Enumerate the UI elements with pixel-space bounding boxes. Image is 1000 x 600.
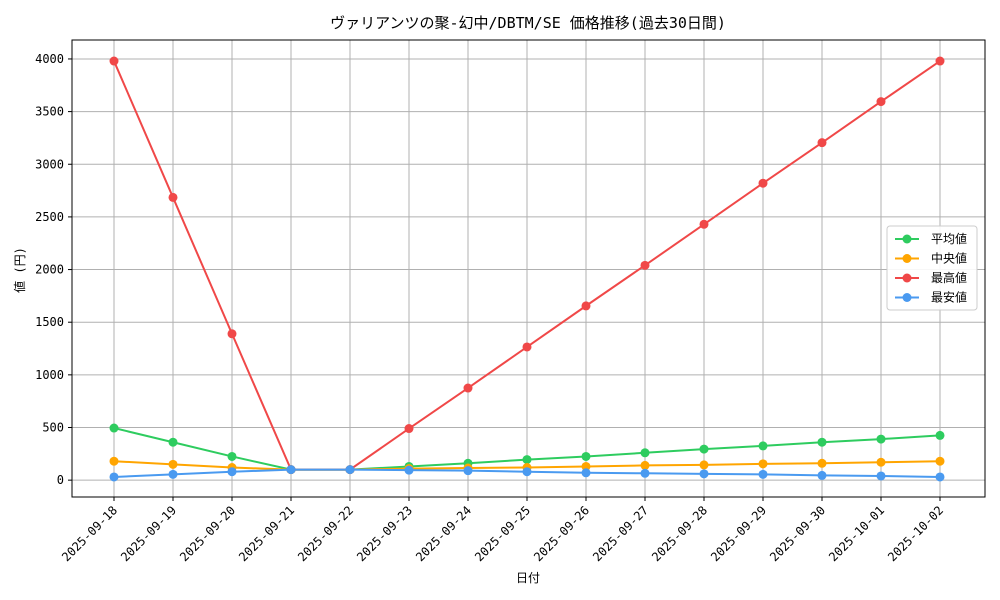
legend-label: 最高値 xyxy=(931,270,967,285)
x-tick-label: 2025-09-28 xyxy=(649,503,710,564)
data-point xyxy=(876,457,886,467)
x-tick-label: 2025-09-24 xyxy=(413,503,474,564)
data-point xyxy=(935,430,945,440)
y-tick-label: 500 xyxy=(42,421,64,435)
data-point xyxy=(404,424,414,434)
data-point xyxy=(581,301,591,311)
data-point xyxy=(168,469,178,479)
plot-frame xyxy=(71,39,986,498)
x-tick-label: 2025-09-18 xyxy=(59,503,120,564)
y-tick-label: 3000 xyxy=(35,157,64,171)
data-point xyxy=(404,465,414,475)
legend-label: 最安値 xyxy=(931,290,967,305)
data-point xyxy=(758,178,768,188)
data-point xyxy=(168,437,178,447)
data-point xyxy=(817,470,827,480)
grid-layer xyxy=(72,40,985,497)
data-point xyxy=(109,456,119,466)
y-tick-label: 4000 xyxy=(35,52,64,66)
legend-label: 中央値 xyxy=(931,251,967,266)
data-point xyxy=(758,459,768,469)
legend-swatch-marker xyxy=(902,234,912,244)
data-point xyxy=(463,466,473,476)
data-point xyxy=(758,441,768,451)
x-tick-label: 2025-09-20 xyxy=(177,503,238,564)
data-point xyxy=(699,460,709,470)
x-tick-label: 2025-09-22 xyxy=(295,503,356,564)
x-tick-label: 2025-10-02 xyxy=(885,503,946,564)
data-point xyxy=(522,455,532,465)
data-point xyxy=(168,459,178,469)
legend-swatch-marker xyxy=(902,254,912,263)
x-tick-label: 2025-09-19 xyxy=(118,503,179,564)
y-tick-label: 1500 xyxy=(35,315,64,329)
data-point xyxy=(817,437,827,447)
data-point xyxy=(581,468,591,478)
data-point xyxy=(640,448,650,458)
legend-box xyxy=(886,225,978,311)
data-point xyxy=(640,260,650,270)
x-axis-title: 日付 xyxy=(516,571,540,585)
x-tick-label: 2025-10-01 xyxy=(826,503,887,564)
x-tick-label: 2025-09-26 xyxy=(531,503,592,564)
data-point xyxy=(640,460,650,470)
data-point xyxy=(758,469,768,479)
data-point xyxy=(463,383,473,393)
data-point xyxy=(345,465,355,475)
data-point xyxy=(109,56,119,66)
legend-label: 平均値 xyxy=(931,231,967,246)
data-point xyxy=(227,329,237,339)
data-point xyxy=(935,472,945,482)
y-tick-label: 0 xyxy=(57,473,64,487)
data-point xyxy=(817,458,827,468)
data-point xyxy=(227,467,237,477)
data-point xyxy=(168,192,178,202)
legend-swatch-marker xyxy=(902,273,912,283)
series-layer xyxy=(109,56,945,482)
x-tick-label: 2025-09-23 xyxy=(354,503,415,564)
y-tick-label: 1000 xyxy=(35,368,64,382)
x-tick-label: 2025-09-21 xyxy=(236,503,297,564)
chart-title: ヴァリアンツの聚-幻中/DBTM/SE 価格推移(過去30日間) xyxy=(330,14,726,32)
data-point xyxy=(522,467,532,477)
data-point xyxy=(581,461,591,471)
data-point xyxy=(522,342,532,352)
data-point xyxy=(699,219,709,229)
data-point xyxy=(227,451,237,461)
data-point xyxy=(581,451,591,461)
data-point xyxy=(935,456,945,466)
data-point xyxy=(876,471,886,481)
y-tick-label: 2500 xyxy=(35,210,64,224)
axes-layer: 0 500 1000 1500 2000 2500 3000 3500 4000 2025-09-… xyxy=(35,39,986,564)
data-point xyxy=(640,468,650,478)
data-point xyxy=(817,138,827,148)
x-tick-label: 2025-09-30 xyxy=(767,503,828,564)
data-point xyxy=(286,465,296,475)
data-point xyxy=(876,434,886,444)
x-tick-label: 2025-09-29 xyxy=(708,503,769,564)
y-tick-label: 2000 xyxy=(35,263,64,277)
legend-swatch-marker xyxy=(902,293,912,302)
data-point xyxy=(109,472,119,482)
y-axis-title: 値 (円) xyxy=(12,247,27,293)
x-tick-label: 2025-09-27 xyxy=(590,503,651,564)
data-point xyxy=(699,444,709,454)
x-tick-label: 2025-09-25 xyxy=(472,503,533,564)
data-point xyxy=(109,423,119,433)
data-point xyxy=(699,469,709,479)
data-point xyxy=(935,56,945,66)
data-point xyxy=(876,97,886,107)
y-tick-label: 3500 xyxy=(35,105,64,119)
